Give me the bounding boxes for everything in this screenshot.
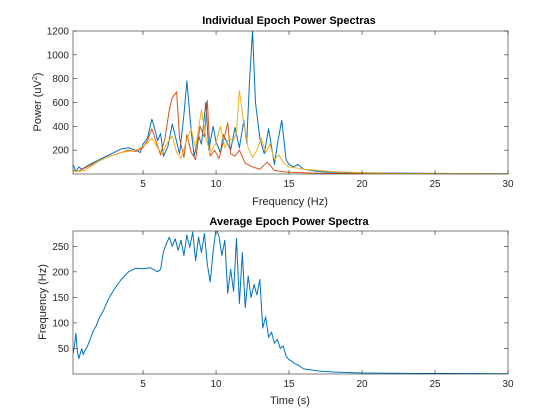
series-lines bbox=[73, 231, 508, 374]
x-tick-label: 5 bbox=[140, 179, 146, 190]
y-tick-label: 150 bbox=[52, 293, 69, 304]
y-tick-label: 100 bbox=[52, 318, 69, 329]
series-line-2 bbox=[73, 91, 508, 174]
series-lines bbox=[73, 31, 508, 174]
y-tick-label: 600 bbox=[52, 98, 69, 109]
y-tick-label: 200 bbox=[52, 267, 69, 278]
series-line-3 bbox=[73, 90, 508, 174]
y-axis-label-tail: ) bbox=[32, 73, 44, 77]
individual-spectra-axes: Individual Epoch Power Spectras 5 10 15 20 2… bbox=[32, 15, 514, 208]
x-tick-label: 20 bbox=[356, 179, 368, 190]
y-axis-label-superscript: 2 bbox=[32, 76, 39, 80]
x-tick-label: 20 bbox=[356, 379, 368, 390]
x-tick-label: 30 bbox=[502, 379, 514, 390]
x-tick-label: 10 bbox=[210, 179, 222, 190]
y-tick-label: 800 bbox=[52, 74, 69, 85]
x-tick-label: 30 bbox=[502, 179, 514, 190]
average-spectra-axes: Average Epoch Power Spectra 5 10 15 20 25 305… bbox=[37, 216, 514, 407]
chart-title: Average Epoch Power Spectra bbox=[209, 216, 369, 228]
y-tick-label: 400 bbox=[52, 122, 69, 133]
x-axis-label: Frequency (Hz) bbox=[252, 196, 328, 208]
y-tick-label: 50 bbox=[58, 344, 70, 355]
y-axis-label: Frequency (Hz) bbox=[37, 264, 49, 340]
x-tick-label: 10 bbox=[210, 379, 222, 390]
x-tick-label: 25 bbox=[429, 379, 441, 390]
y-tick-label: 1000 bbox=[47, 50, 70, 61]
axes-box bbox=[72, 230, 509, 375]
y-axis-label: Power (uV2) bbox=[32, 73, 44, 132]
tick-marks: 5 10 15 20 25 30 200 400 600 800 1000 1200 bbox=[47, 27, 514, 191]
y-tick-label: 250 bbox=[52, 242, 69, 253]
x-tick-label: 25 bbox=[429, 179, 441, 190]
tick-marks: 5 10 15 20 25 30 50 100 150 200 250 bbox=[52, 231, 514, 390]
x-tick-label: 15 bbox=[283, 379, 295, 390]
y-tick-label: 200 bbox=[52, 146, 69, 157]
series-line-1 bbox=[73, 31, 508, 174]
y-tick-label: 1200 bbox=[47, 27, 70, 38]
y-axis-label-main: Power (uV bbox=[32, 79, 44, 131]
x-tick-label: 15 bbox=[283, 179, 295, 190]
series-line-1 bbox=[73, 231, 508, 374]
chart-title: Individual Epoch Power Spectras bbox=[202, 15, 376, 27]
x-axis-label: Time (s) bbox=[270, 395, 310, 407]
x-tick-label: 5 bbox=[140, 379, 146, 390]
